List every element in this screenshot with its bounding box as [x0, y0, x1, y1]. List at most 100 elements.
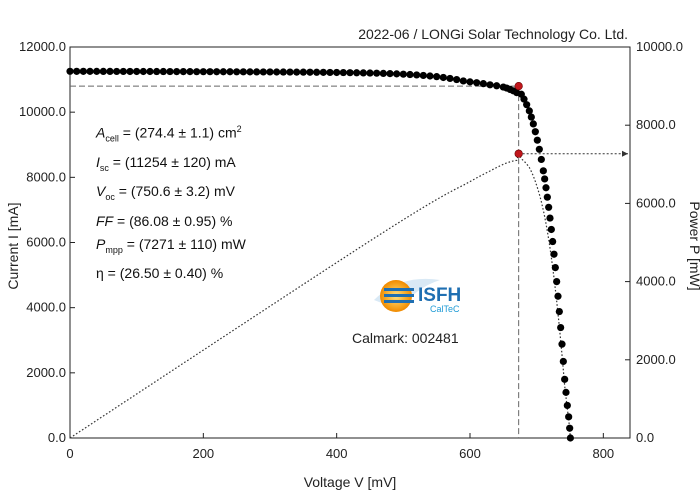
iv-point [493, 82, 501, 90]
iv-point [186, 68, 194, 76]
iv-point [479, 80, 487, 88]
iv-point [473, 79, 481, 87]
iv-point [193, 68, 201, 76]
iv-point [246, 68, 254, 76]
iv-point [126, 67, 134, 76]
iv-point [453, 75, 461, 84]
iv-point [199, 68, 207, 76]
iv-point [439, 73, 447, 82]
iv-point [520, 95, 528, 103]
y-left-tick-label: 6000.0 [26, 235, 66, 250]
iv-point [253, 68, 261, 76]
iv-point [545, 203, 553, 211]
iv-point [306, 68, 314, 76]
tick-layer: 0 200 400 600 8000.02000.04000.06000.08000.0… [19, 39, 683, 461]
iv-point [299, 68, 307, 76]
iv-point [233, 68, 241, 76]
iv-point [550, 250, 558, 258]
iv-point [541, 175, 549, 183]
iv-point [542, 184, 550, 192]
y-left-tick-label: 12000.0 [19, 39, 66, 54]
y-left-tick-label: 10000.0 [19, 104, 66, 119]
param-eta: η = (26.50 ± 0.40) % [96, 265, 224, 282]
iv-point [286, 68, 294, 76]
iv-point [561, 375, 569, 383]
x-tick-label: 600 [459, 446, 481, 461]
iv-point [565, 413, 573, 421]
iv-point [566, 434, 575, 442]
iv-point [373, 69, 381, 77]
iv-point [566, 424, 574, 432]
x-axis-title: Voltage V [mV] [304, 474, 397, 490]
iv-point [486, 81, 494, 89]
iv-point [379, 69, 387, 77]
y-right-tick-label: 4000.0 [636, 274, 676, 289]
iv-point [146, 67, 154, 76]
iv-point [226, 68, 234, 76]
iv-point [559, 357, 567, 366]
iv-point [446, 74, 454, 83]
iv-point [433, 73, 441, 81]
iv-point [239, 68, 247, 76]
iv-point [93, 67, 101, 75]
iv-point [119, 67, 127, 76]
x-tick-label: 800 [592, 446, 614, 461]
iv-point [139, 67, 147, 76]
x-tick-label: 200 [192, 446, 214, 461]
param-pmpp: Pmpp = (7271 ± 110) mW [96, 236, 246, 255]
iv-point [553, 278, 561, 286]
y-left-tick-label: 4000.0 [26, 300, 66, 315]
iv-point [393, 70, 401, 78]
iv-point [406, 70, 414, 79]
iv-point [353, 69, 361, 77]
param-area: Acell = (274.4 ± 1.1) cm2 [96, 124, 242, 144]
iv-point [259, 68, 267, 76]
iv-point [206, 68, 214, 76]
svg-text:ISFH: ISFH [418, 285, 461, 306]
iv-point [551, 263, 559, 272]
y-right-tick-label: 2000.0 [636, 352, 676, 367]
iv-point [346, 69, 354, 77]
iv-point [529, 120, 537, 128]
iv-point [533, 136, 541, 144]
mpp-power-point [514, 149, 523, 158]
y-left-axis-title: Current I [mA] [5, 202, 21, 289]
iv-point [557, 323, 565, 332]
iv-point [558, 340, 566, 348]
parameter-block: Acell = (274.4 ± 1.1) cm2 Isc = (11254 ±… [96, 118, 246, 286]
iv-point [399, 70, 407, 78]
iv-point [153, 67, 161, 76]
iv-point [219, 68, 227, 76]
iv-point [539, 167, 547, 175]
iv-point [525, 107, 533, 115]
y-right-tick-label: 6000.0 [636, 195, 676, 210]
iv-point [527, 113, 535, 121]
iv-point [133, 67, 141, 76]
x-tick-label: 400 [326, 446, 348, 461]
iv-point [173, 68, 181, 76]
iv-point [537, 155, 545, 164]
iv-point [555, 307, 563, 316]
mpp-current-point [514, 81, 523, 91]
iv-point [319, 68, 327, 76]
iv-point [279, 68, 287, 76]
iv-point [523, 101, 531, 109]
iv-point [426, 72, 434, 80]
iv-point [359, 69, 367, 77]
iv-point [266, 68, 274, 76]
chart-title: 2022-06 / LONGi Solar Technology Co. Ltd… [358, 26, 628, 42]
param-ff: FF = (86.08 ± 0.95) % [96, 212, 233, 229]
y-right-tick-label: 10000.0 [636, 39, 683, 54]
param-voc: Voc = (750.6 ± 3.2) mV [96, 183, 235, 203]
iv-points [66, 67, 575, 442]
iv-point [179, 68, 187, 76]
x-tick-label: 0 [66, 446, 73, 461]
iv-point [546, 214, 554, 222]
iv-point [366, 69, 374, 77]
iv-point [386, 70, 394, 78]
y-right-tick-label: 0.0 [636, 430, 654, 445]
iv-point [543, 193, 551, 201]
iv-point [106, 67, 114, 76]
iv-point [466, 78, 474, 86]
iv-point [563, 401, 571, 410]
